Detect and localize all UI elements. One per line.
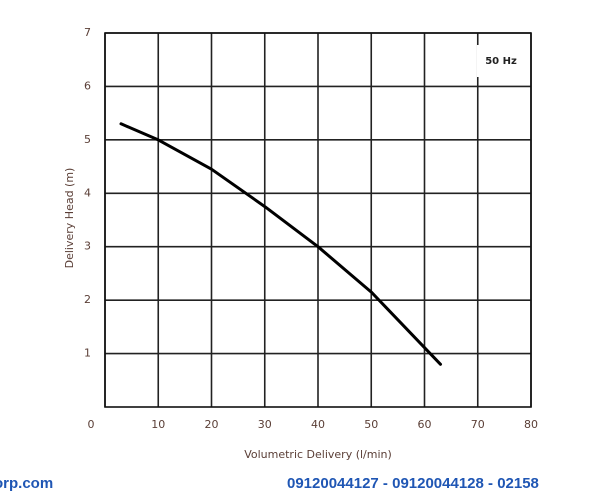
x-tick-label: 30 xyxy=(258,418,272,431)
y-tick-label: 4 xyxy=(84,186,91,199)
x-tick-label: 20 xyxy=(205,418,219,431)
x-tick-label: 10 xyxy=(151,418,165,431)
x-tick-label: 70 xyxy=(471,418,485,431)
footer-left: orp.com xyxy=(0,475,53,492)
y-tick-label: 5 xyxy=(84,133,91,146)
y-tick-label: 1 xyxy=(84,347,91,360)
y-axis-label: Delivery Head (m) xyxy=(63,168,76,269)
y-tick-label: 6 xyxy=(84,79,91,92)
x-tick-label: 50 xyxy=(364,418,378,431)
x-axis-label: Volumetric Delivery (l/min) xyxy=(244,448,392,461)
x-tick-label: 0 xyxy=(88,418,95,431)
y-tick-label: 7 xyxy=(84,26,91,39)
x-tick-label: 60 xyxy=(418,418,432,431)
x-tick-label: 40 xyxy=(311,418,325,431)
y-tick-label: 3 xyxy=(84,240,91,253)
footer-right: 09120044127 - 09120044128 - 02158 xyxy=(287,475,539,492)
x-tick-label: 80 xyxy=(524,418,538,431)
y-tick-label: 2 xyxy=(84,293,91,306)
plot-frame xyxy=(104,32,532,408)
data-line xyxy=(119,122,442,366)
annotation: 50 Hz xyxy=(485,56,517,67)
annotation-box xyxy=(477,45,527,77)
